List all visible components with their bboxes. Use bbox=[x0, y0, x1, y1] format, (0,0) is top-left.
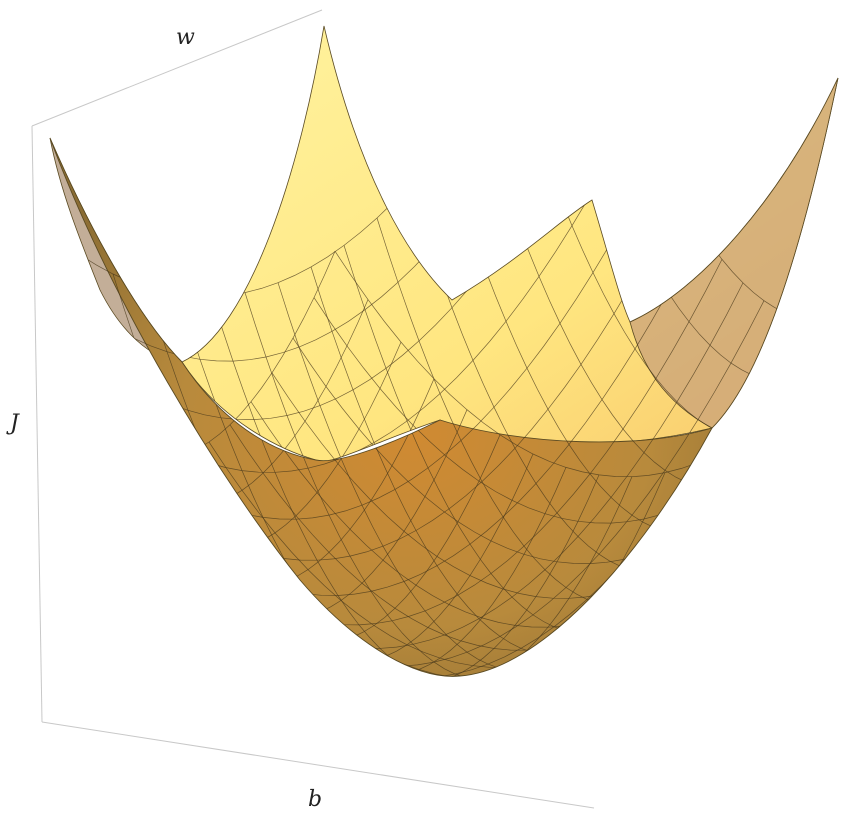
mesh-line-w bbox=[313, 157, 838, 524]
axis-label-b: b bbox=[308, 787, 322, 812]
mesh-line-b bbox=[211, 296, 633, 677]
bounding-box bbox=[31, 9, 595, 809]
box-edge-left bbox=[31, 125, 43, 723]
surface-front-bowl bbox=[49, 137, 713, 677]
box-edge-bottom bbox=[41, 721, 595, 809]
box-edge-back bbox=[31, 9, 323, 127]
axis-label-w: w bbox=[176, 25, 195, 50]
axis-label-j: J bbox=[6, 411, 20, 436]
mesh-line-w bbox=[292, 197, 838, 564]
mesh-line-w bbox=[334, 111, 838, 478]
surface-right-flank bbox=[629, 77, 839, 429]
surface-left-flank bbox=[49, 137, 184, 363]
